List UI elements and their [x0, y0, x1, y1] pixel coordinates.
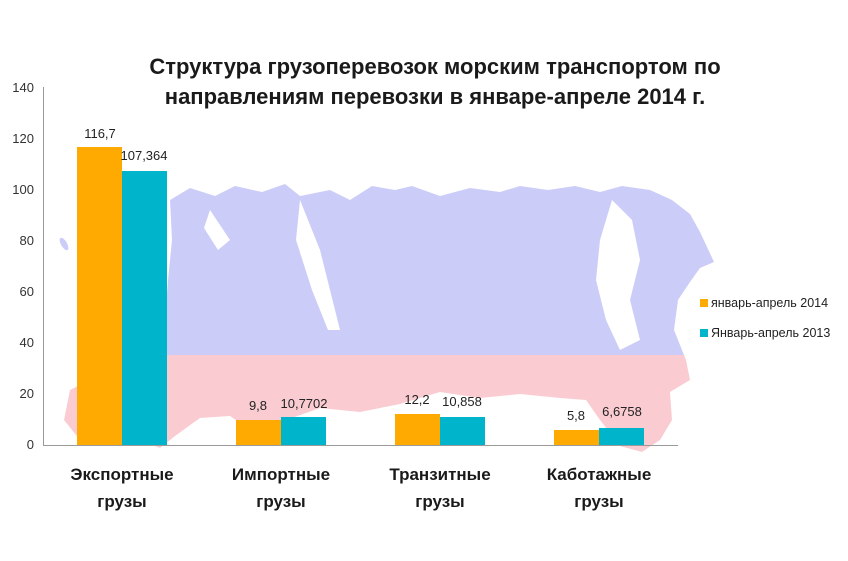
- y-tick-60: 60: [19, 284, 34, 299]
- category-label-line: Транзитные: [389, 465, 491, 484]
- data-label-import-2013: 10,7702: [280, 396, 328, 411]
- data-label-import-2014: 9,8: [248, 398, 268, 413]
- data-label-cabotage-2013: 6,6758: [602, 404, 642, 419]
- chart-title: Структура грузоперевозок морским транспо…: [100, 52, 770, 112]
- bar-cabotage-2014: [554, 430, 599, 445]
- x-axis-line: [43, 445, 678, 446]
- bar-transit-2014: [395, 414, 440, 445]
- bar-export-2013: [122, 171, 167, 445]
- y-tick-120: 120: [12, 131, 34, 146]
- category-label-line: Каботажные: [546, 465, 652, 484]
- data-label-export-2014: 116,7: [84, 126, 116, 141]
- y-tick-140: 140: [12, 80, 34, 95]
- bar-export-2014: [77, 147, 122, 445]
- category-label-line: Экспортные: [70, 465, 174, 484]
- y-tick-20: 20: [19, 386, 34, 401]
- bar-import-2013: [281, 417, 326, 445]
- chart-title-line-1: Структура грузоперевозок морским транспо…: [149, 54, 721, 79]
- data-label-transit-2013: 10,858: [442, 394, 482, 409]
- legend-label: Январь-апрель 2013: [711, 326, 831, 340]
- y-axis-line: [43, 87, 44, 445]
- chart-title-line-2: направлениям перевозки в январе-апреле 2…: [164, 84, 706, 109]
- y-tick-40: 40: [19, 335, 34, 350]
- bar-transit-2013: [440, 417, 485, 445]
- y-tick-100: 100: [12, 182, 34, 197]
- category-label-cabotage: Каботажные грузы: [524, 461, 674, 515]
- legend-item-2014: январь-апрель 2014: [700, 296, 830, 310]
- legend-item-2013: Январь-апрель 2013: [700, 326, 830, 340]
- data-label-transit-2014: 12,2: [404, 392, 430, 407]
- category-label-line: грузы: [256, 492, 306, 511]
- category-label-line: грузы: [415, 492, 465, 511]
- legend-swatch-orange-icon: [700, 299, 708, 307]
- bar-cabotage-2013: [599, 428, 644, 445]
- category-label-import: Импортные грузы: [206, 461, 356, 515]
- y-tick-80: 80: [19, 233, 34, 248]
- bar-import-2014: [236, 420, 281, 445]
- category-label-line: грузы: [97, 492, 147, 511]
- category-label-line: грузы: [574, 492, 624, 511]
- category-label-transit: Транзитные грузы: [365, 461, 515, 515]
- legend-swatch-teal-icon: [700, 329, 708, 337]
- legend-label: январь-апрель 2014: [711, 296, 829, 310]
- data-label-export-2013: 107,364: [120, 148, 168, 163]
- category-label-line: Импортные: [231, 465, 331, 484]
- legend: январь-апрель 2014 Январь-апрель 2013: [700, 296, 830, 356]
- data-label-cabotage-2014: 5,8: [566, 408, 586, 423]
- y-tick-0: 0: [26, 437, 34, 452]
- category-label-export: Экспортные грузы: [47, 461, 197, 515]
